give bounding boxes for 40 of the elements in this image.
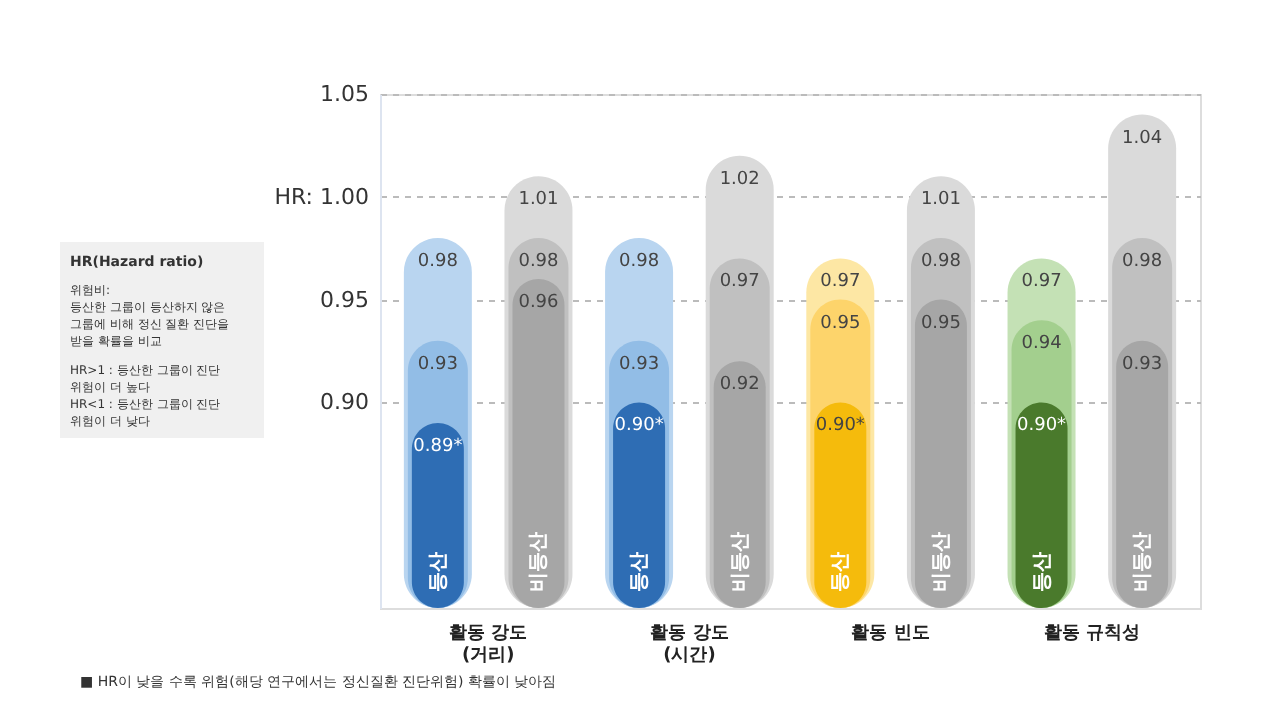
x-tick-label: 비등산 xyxy=(729,532,752,592)
data-label: 0.93 xyxy=(1122,354,1163,375)
data-label: 0.94 xyxy=(1021,334,1063,355)
data-label: 1.04 xyxy=(1122,128,1163,149)
data-label: 0.98 xyxy=(1122,251,1163,272)
text: 활동 빈도 xyxy=(851,624,930,644)
data-label: 1.01 xyxy=(518,190,559,211)
data-label: 0.97 xyxy=(820,272,861,293)
data-label: 0.93 xyxy=(417,354,458,375)
x-tick-label: 비등산 xyxy=(1132,532,1155,592)
data-label: 0.92 xyxy=(719,375,760,396)
x-tick-label: 비등산 xyxy=(528,532,551,592)
y-tick-label: 0.95 xyxy=(320,286,369,313)
text: 활동 규칙성 xyxy=(1043,624,1140,644)
data-label: 0.98 xyxy=(518,251,560,272)
x-tick-label: 등산 xyxy=(830,552,853,592)
data-label: 1.02 xyxy=(719,169,760,190)
x-tick-label: 등산 xyxy=(1031,552,1054,592)
y-tick-label: HR: 1.00 xyxy=(274,183,369,210)
x-tick-label: 비등산 xyxy=(930,532,953,592)
data-label: 0.97 xyxy=(1021,272,1062,293)
data-label: 0.95 xyxy=(920,313,961,334)
y-tick-label: 0.90 xyxy=(320,389,369,416)
data-label: 0.90* xyxy=(1016,416,1068,437)
data-label: 0.96 xyxy=(518,293,560,314)
data-label: 0.95 xyxy=(820,313,861,334)
data-label: 0.93 xyxy=(619,354,660,375)
data-label: 0.90* xyxy=(614,416,665,437)
x-tick-label: 등산 xyxy=(629,552,652,592)
data-label: 0.97 xyxy=(719,272,760,293)
data-label: 0.90* xyxy=(815,416,866,437)
text: 활동 강도 (거리) xyxy=(449,624,528,666)
text: 활동 강도 (시간) xyxy=(650,624,729,666)
x-tick-label: 등산 xyxy=(427,552,450,592)
data-label: 0.98 xyxy=(920,251,962,272)
y-tick-label: 1.05 xyxy=(320,81,369,107)
data-label: 0.89* xyxy=(413,436,464,457)
data-label: 0.98 xyxy=(619,251,660,272)
data-label: 1.01 xyxy=(920,190,961,211)
data-label: 0.98 xyxy=(417,251,459,272)
